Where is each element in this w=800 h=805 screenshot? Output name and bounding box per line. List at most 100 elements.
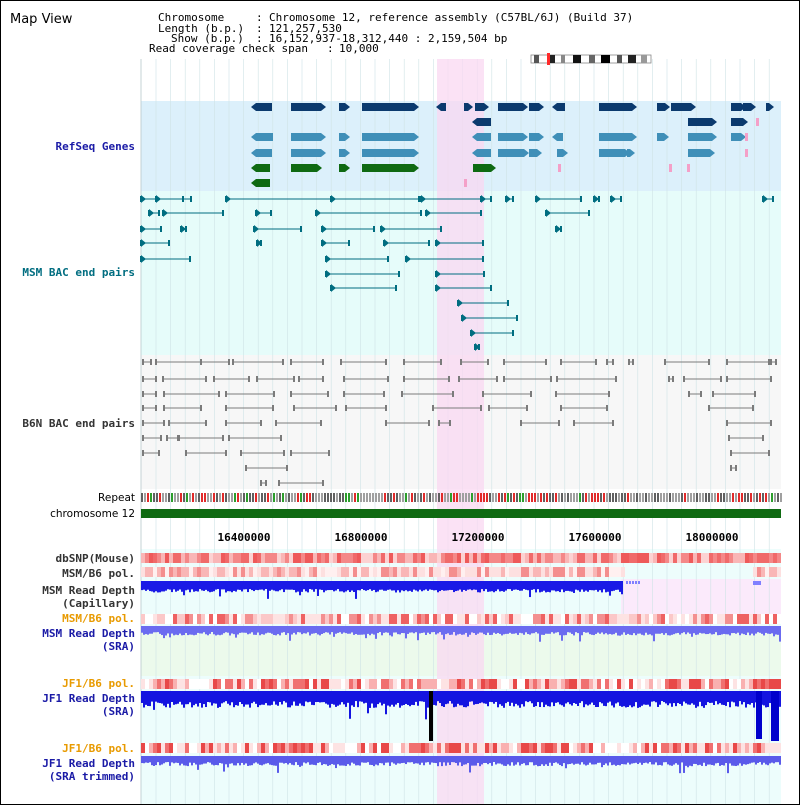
depth-bar: [207, 626, 209, 636]
msm-b6-pol-label[interactable]: MSM/B6 pol.: [62, 567, 135, 580]
repeat-mark: [402, 493, 404, 502]
heat-cell: [469, 614, 473, 624]
depth-bar: [513, 626, 515, 634]
b6n-bac-label[interactable]: B6N BAC end pairs: [22, 417, 135, 430]
depth-bar: [379, 756, 381, 764]
heat-cell: [533, 743, 537, 753]
depth-bar: [309, 691, 311, 702]
depth-bar: [743, 691, 745, 703]
gene-exon: [671, 103, 691, 111]
polymorphism-heatmaps[interactable]: [141, 553, 781, 753]
heat-cell: [433, 679, 437, 689]
heat-cell: [549, 567, 553, 577]
depth-bar: [495, 626, 497, 634]
depth-bar: [425, 581, 427, 590]
dbsnp-label[interactable]: dbSNP(Mouse): [56, 552, 135, 565]
depth-bar: [547, 691, 549, 707]
chromosome-bar[interactable]: [141, 509, 781, 518]
heat-cell: [697, 679, 701, 689]
depth-bar: [737, 691, 739, 707]
repeat-mark: [369, 493, 371, 502]
depth-bar: [579, 691, 581, 703]
gene-strand-arrow: [523, 103, 528, 111]
jf1-b6-pol-label-2[interactable]: JF1/B6 pol.: [62, 742, 135, 755]
depth-bar: [229, 691, 231, 706]
depth-bar: [227, 691, 229, 704]
depth-bar: [777, 756, 779, 763]
gene-exon: [743, 103, 751, 111]
depth-bar: [577, 756, 579, 764]
heat-cell: [341, 743, 345, 753]
repeat-features[interactable]: [141, 493, 782, 502]
refseq-gene-features[interactable]: [251, 103, 774, 187]
repeat-mark: [477, 493, 479, 502]
depth-bar: [527, 691, 529, 703]
heat-cell: [561, 679, 565, 689]
bac-end-marker: [507, 300, 509, 306]
heat-cell: [357, 567, 361, 577]
jf1-depth-trimmed-label[interactable]: JF1 Read Depth: [42, 757, 135, 770]
depth-bar: [679, 626, 681, 635]
depth-bar: [769, 626, 771, 634]
depth-bar: [331, 626, 333, 633]
msm-bac-label[interactable]: MSM BAC end pairs: [22, 266, 135, 279]
depth-bar: [525, 756, 527, 766]
depth-bar: [735, 626, 737, 634]
msm-depth-capillary-label[interactable]: MSM Read Depth: [42, 584, 135, 597]
depth-bar: [751, 691, 753, 703]
msm-depth-sra-label[interactable]: MSM Read Depth: [42, 627, 135, 640]
bac-end-marker: [158, 450, 160, 456]
depth-bar: [591, 756, 593, 765]
depth-bar: [165, 626, 167, 636]
heat-cell: [677, 679, 681, 689]
heat-cell: [149, 567, 153, 577]
depth-bar: [145, 626, 147, 635]
depth-bar: [279, 626, 281, 636]
axis-tick-label: 17600000: [569, 531, 622, 544]
depth-bar: [341, 756, 343, 766]
depth-bar: [173, 581, 175, 590]
heat-cell: [609, 567, 613, 577]
heat-cell: [173, 679, 177, 689]
depth-bar: [613, 581, 615, 591]
depth-bar: [219, 691, 221, 707]
heat-cell: [153, 614, 157, 624]
heat-cell: [173, 567, 177, 577]
depth-bar: [533, 756, 535, 766]
depth-bar: [695, 756, 697, 764]
depth-bar: [195, 756, 197, 765]
depth-bar: [283, 691, 285, 702]
repeat-label[interactable]: Repeat: [98, 492, 135, 504]
jf1-depth-sra-label[interactable]: JF1 Read Depth: [42, 692, 135, 705]
read-depth-histograms[interactable]: [141, 581, 781, 774]
depth-bar: [187, 691, 189, 705]
depth-bar: [205, 581, 207, 590]
depth-bar: [705, 691, 707, 706]
bac-end-marker: [260, 480, 262, 486]
heat-cell: [717, 743, 721, 753]
repeat-mark: [732, 493, 734, 502]
bac-end-marker: [185, 450, 187, 456]
msm-bac-features[interactable]: [140, 195, 774, 351]
refseq-genes-label[interactable]: RefSeq Genes: [56, 140, 135, 153]
depth-bar: [171, 756, 173, 763]
depth-bar: [441, 626, 443, 635]
depth-bar: [519, 626, 521, 633]
depth-bar: [535, 756, 537, 765]
chromosome-ideogram[interactable]: [530, 53, 652, 65]
heat-cell: [753, 614, 757, 624]
jf1-b6-pol-label[interactable]: JF1/B6 pol.: [62, 677, 135, 690]
depth-bar: [713, 756, 715, 766]
heat-cell: [589, 679, 593, 689]
depth-bar: [207, 691, 209, 703]
depth-bar: [591, 581, 593, 591]
depth-bar: [311, 756, 313, 765]
repeat-mark: [759, 493, 761, 502]
depth-bar: [159, 581, 161, 593]
heat-cell: [761, 614, 765, 624]
msm-b6-pol-label-2[interactable]: MSM/B6 pol.: [62, 612, 135, 625]
depth-bar: [389, 626, 391, 636]
b6n-bac-features[interactable]: [142, 359, 777, 486]
heat-cell: [481, 743, 485, 753]
